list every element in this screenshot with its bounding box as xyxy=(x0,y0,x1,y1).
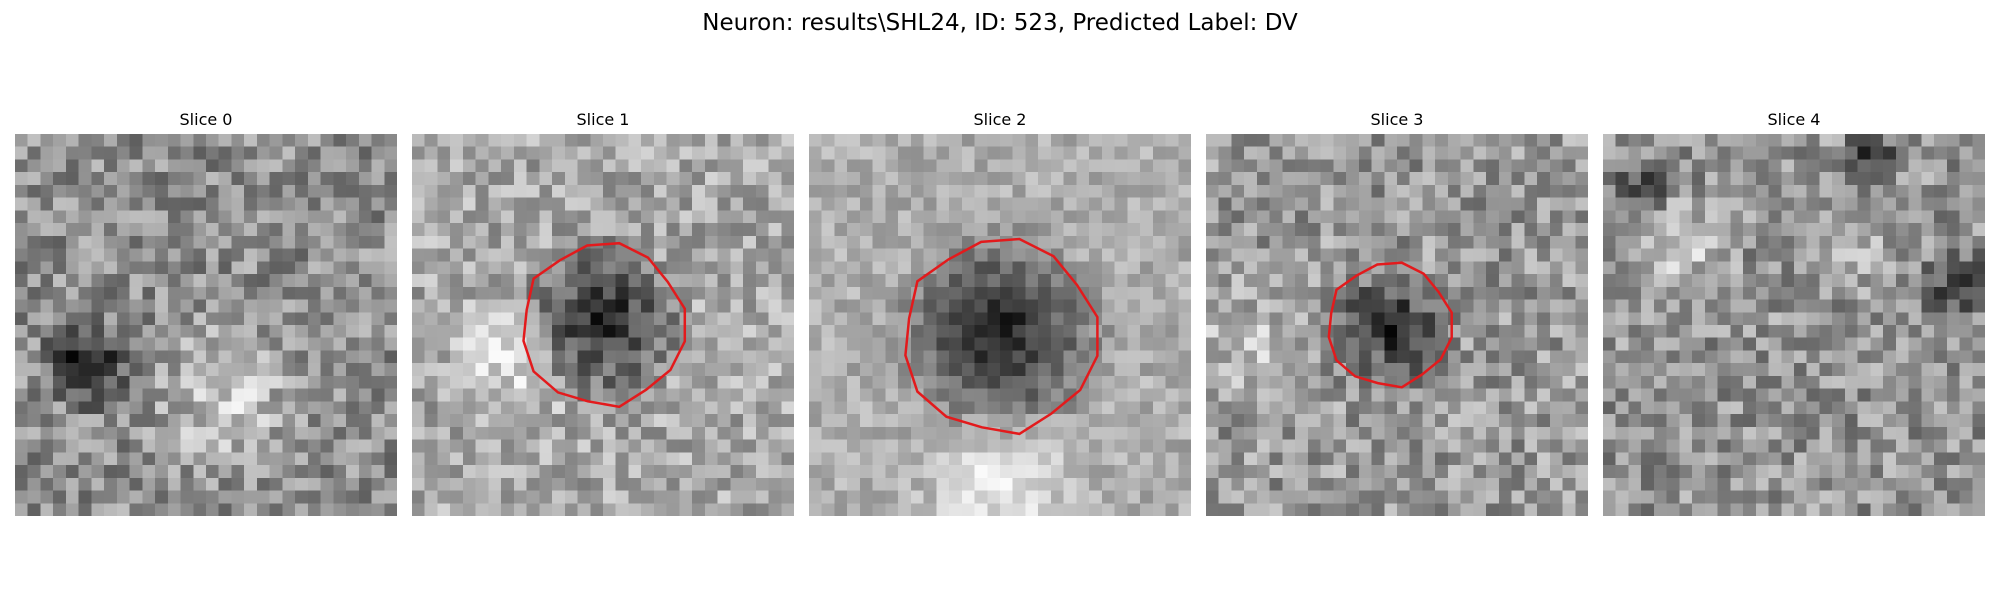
slice-title: Slice 1 xyxy=(576,110,630,129)
slice-image xyxy=(809,134,1191,516)
slice-title: Slice 3 xyxy=(1370,110,1424,129)
slice-title: Slice 2 xyxy=(973,110,1027,129)
slice-panel-2: Slice 2 xyxy=(809,108,1191,516)
slice-panel-0: Slice 0 xyxy=(15,108,397,516)
slice-title: Slice 4 xyxy=(1767,110,1821,129)
slice-title: Slice 0 xyxy=(179,110,233,129)
slice-panel-4: Slice 4 xyxy=(1603,108,1985,516)
slice-image xyxy=(1206,134,1588,516)
slice-panel-3: Slice 3 xyxy=(1206,108,1588,516)
slice-panel-1: Slice 1 xyxy=(412,108,794,516)
slice-image xyxy=(412,134,794,516)
slice-image xyxy=(15,134,397,516)
slice-image xyxy=(1603,134,1985,516)
figure-title: Neuron: results\SHL24, ID: 523, Predicte… xyxy=(702,10,1298,36)
